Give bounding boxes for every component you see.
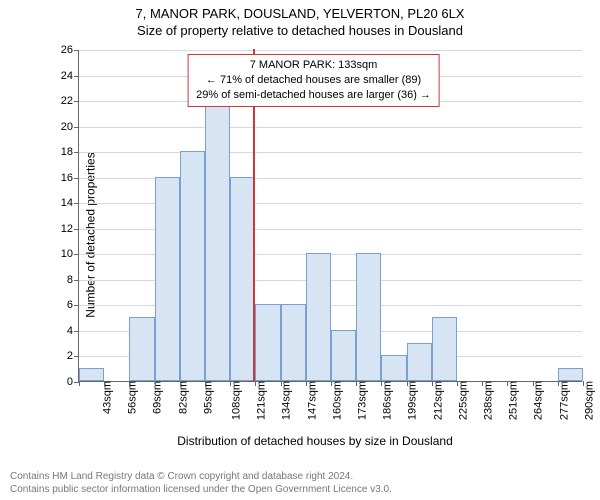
x-tick-mark bbox=[104, 381, 105, 386]
x-tick-label: 290sqm bbox=[577, 381, 595, 420]
x-tick-mark bbox=[381, 381, 382, 386]
x-tick-mark bbox=[507, 381, 508, 386]
x-tick-mark bbox=[180, 381, 181, 386]
histogram-bar bbox=[558, 368, 583, 381]
grid-line bbox=[79, 152, 582, 153]
y-tick-label: 6 bbox=[51, 299, 79, 311]
histogram-bar bbox=[129, 317, 154, 381]
x-tick-label: 225sqm bbox=[451, 381, 469, 420]
histogram-bar bbox=[230, 177, 255, 381]
grid-line bbox=[79, 50, 582, 51]
histogram-bar bbox=[381, 355, 406, 381]
x-tick-mark bbox=[281, 381, 282, 386]
x-axis-label: Distribution of detached houses by size … bbox=[48, 434, 582, 448]
histogram-bar bbox=[306, 253, 331, 381]
histogram-bar bbox=[255, 304, 280, 381]
x-tick-label: 186sqm bbox=[376, 381, 394, 420]
y-tick-label: 22 bbox=[51, 95, 79, 107]
histogram-bar bbox=[155, 177, 180, 381]
x-tick-mark bbox=[533, 381, 534, 386]
x-tick-mark bbox=[482, 381, 483, 386]
y-tick-label: 4 bbox=[51, 325, 79, 337]
x-tick-label: 277sqm bbox=[552, 381, 570, 420]
annotation-line: ← 71% of detached houses are smaller (89… bbox=[196, 73, 431, 88]
y-tick-label: 24 bbox=[51, 70, 79, 82]
x-tick-mark bbox=[79, 381, 80, 386]
x-tick-mark bbox=[356, 381, 357, 386]
x-tick-mark bbox=[205, 381, 206, 386]
y-tick-label: 0 bbox=[51, 376, 79, 388]
footer-line1: Contains HM Land Registry data © Crown c… bbox=[10, 471, 590, 484]
x-tick-mark bbox=[407, 381, 408, 386]
y-tick-label: 12 bbox=[51, 223, 79, 235]
x-tick-label: 199sqm bbox=[401, 381, 419, 420]
histogram-bar bbox=[180, 151, 205, 381]
grid-line bbox=[79, 127, 582, 128]
histogram-bar bbox=[407, 343, 432, 381]
y-tick-label: 18 bbox=[51, 146, 79, 158]
footer-line2: Contains public sector information licen… bbox=[10, 484, 590, 497]
y-tick-label: 14 bbox=[51, 197, 79, 209]
x-tick-mark bbox=[306, 381, 307, 386]
x-tick-mark bbox=[255, 381, 256, 386]
page-title-line2: Size of property relative to detached ho… bbox=[0, 23, 600, 38]
page-title-line1: 7, MANOR PARK, DOUSLAND, YELVERTON, PL20… bbox=[0, 6, 600, 21]
x-tick-label: 264sqm bbox=[527, 381, 545, 420]
x-tick-mark bbox=[432, 381, 433, 386]
histogram-bar bbox=[356, 253, 381, 381]
x-tick-label: 160sqm bbox=[325, 381, 343, 420]
histogram-bar bbox=[281, 304, 306, 381]
annotation-line: 7 MANOR PARK: 133sqm bbox=[196, 58, 431, 73]
x-tick-label: 108sqm bbox=[225, 381, 243, 420]
x-tick-mark bbox=[583, 381, 584, 386]
annotation-line: 29% of semi-detached houses are larger (… bbox=[196, 88, 431, 103]
histogram-bar bbox=[331, 330, 356, 381]
x-tick-mark bbox=[155, 381, 156, 386]
histogram-bar bbox=[432, 317, 457, 381]
x-tick-mark bbox=[331, 381, 332, 386]
x-tick-mark bbox=[457, 381, 458, 386]
x-tick-label: 173sqm bbox=[351, 381, 369, 420]
x-tick-label: 134sqm bbox=[275, 381, 293, 420]
y-tick-label: 2 bbox=[51, 350, 79, 362]
histogram-bar bbox=[205, 100, 230, 381]
histogram-bar bbox=[79, 368, 104, 381]
y-tick-label: 10 bbox=[51, 248, 79, 260]
x-tick-label: 238sqm bbox=[477, 381, 495, 420]
y-tick-label: 8 bbox=[51, 274, 79, 286]
x-tick-label: 251sqm bbox=[502, 381, 520, 420]
x-tick-label: 121sqm bbox=[250, 381, 268, 420]
annotation-box: 7 MANOR PARK: 133sqm← 71% of detached ho… bbox=[187, 54, 440, 107]
footer: Contains HM Land Registry data © Crown c… bbox=[10, 471, 590, 496]
y-tick-label: 16 bbox=[51, 172, 79, 184]
y-tick-label: 20 bbox=[51, 121, 79, 133]
x-tick-label: 212sqm bbox=[426, 381, 444, 420]
plot-area: 0246810121416182022242643sqm56sqm69sqm82… bbox=[78, 50, 582, 382]
y-tick-label: 26 bbox=[51, 44, 79, 56]
x-tick-mark bbox=[129, 381, 130, 386]
x-tick-mark bbox=[230, 381, 231, 386]
x-tick-label: 147sqm bbox=[300, 381, 318, 420]
x-tick-mark bbox=[558, 381, 559, 386]
histogram-chart: Number of detached properties 0246810121… bbox=[48, 50, 582, 420]
